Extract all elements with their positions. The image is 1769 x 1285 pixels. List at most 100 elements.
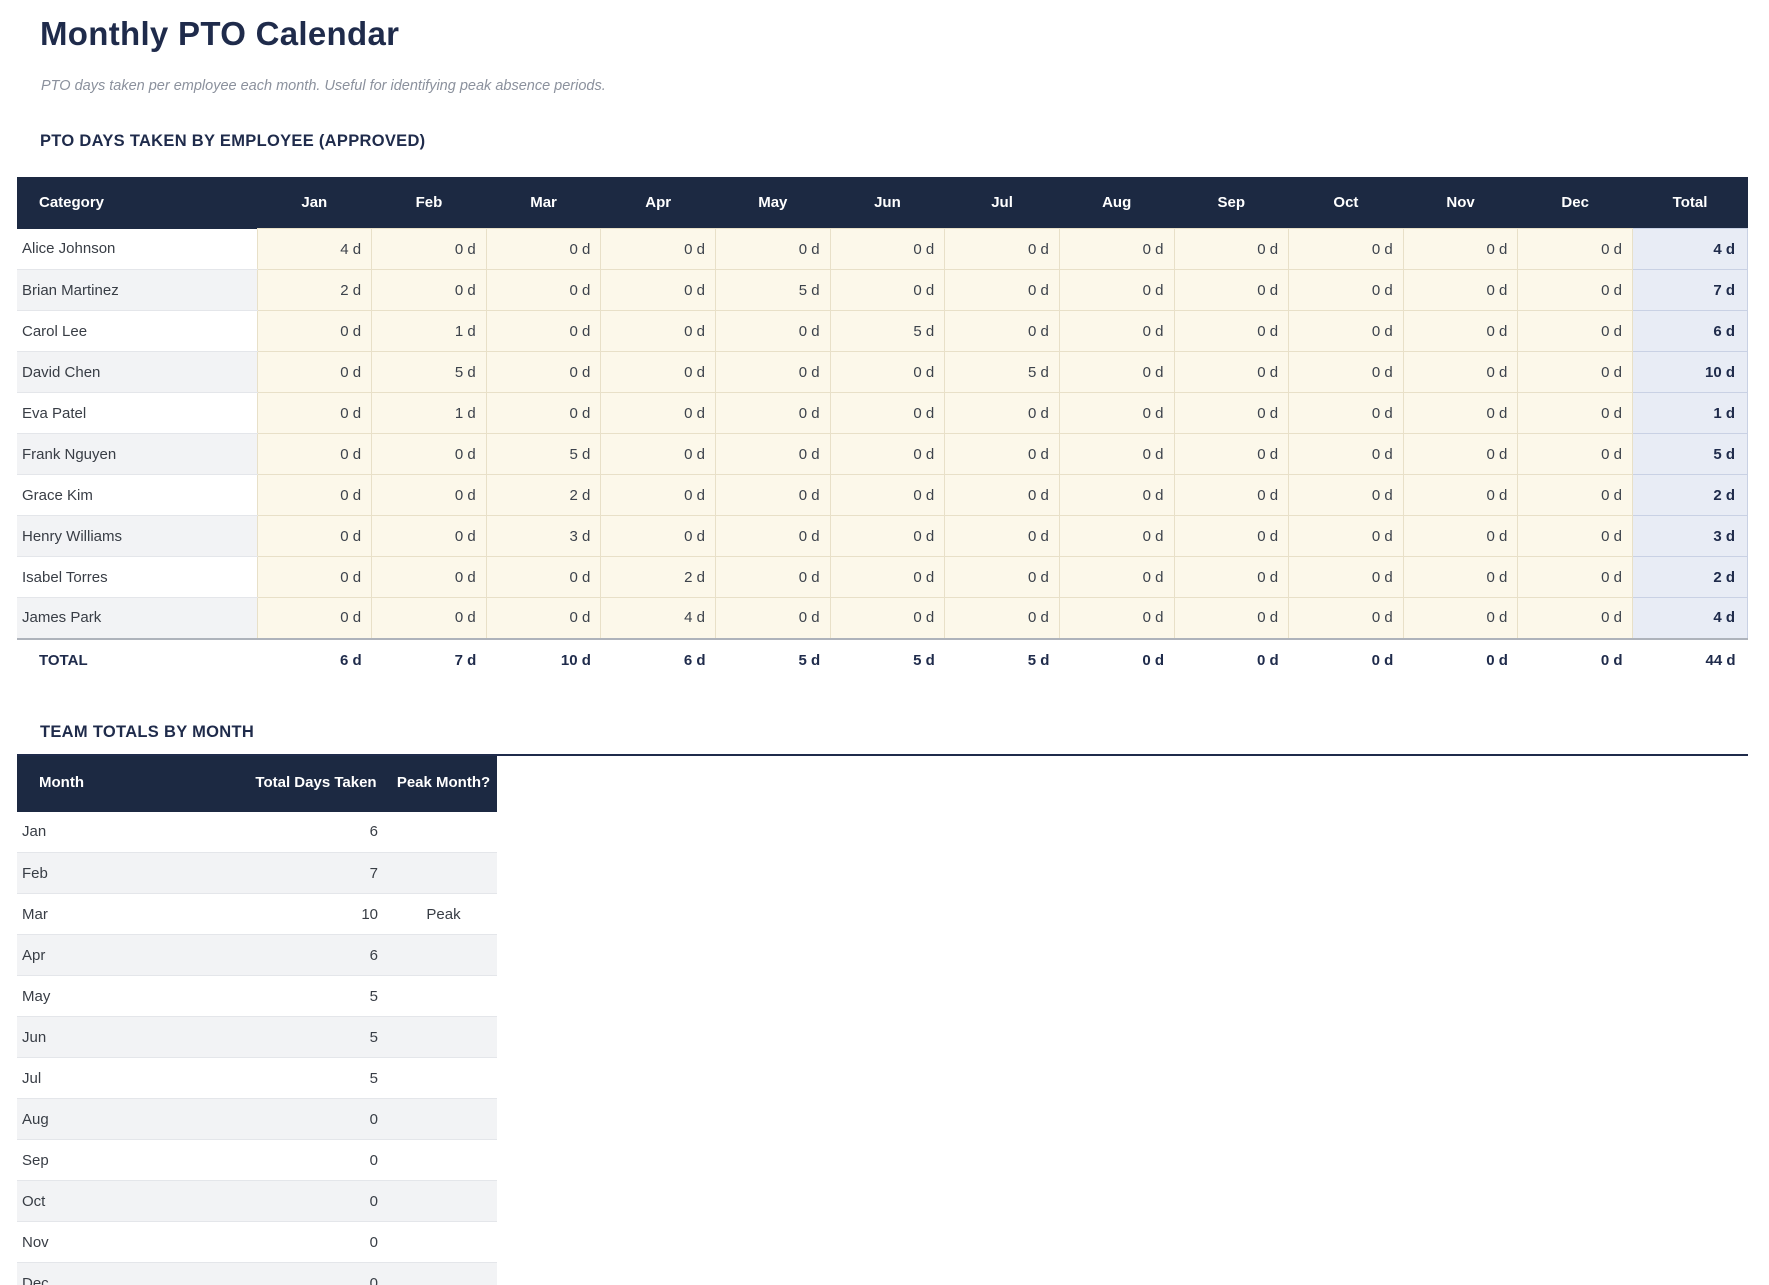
month-cell: Dec (22, 1274, 49, 1285)
pto-value-cell: 0 d (371, 597, 487, 640)
pto-value-cell: 0 d (1288, 556, 1404, 599)
table-row: Mar 10 Peak (17, 894, 497, 935)
table-row: Dec 0 (17, 1262, 497, 1285)
pto-value-cell: 0 d (944, 515, 1060, 558)
employee-name-cell: Henry Williams (17, 515, 257, 558)
pto-value-cell: 0 d (256, 597, 373, 640)
employee-name-cell: Isabel Torres (17, 556, 257, 599)
table-row: Feb 7 (17, 852, 497, 894)
table-row: May 5 (17, 976, 497, 1017)
pto-value-cell: 0 d (1288, 515, 1404, 558)
pto-value-cell: 2 d (485, 474, 602, 517)
pto-value-cell: 0 d (1517, 515, 1633, 558)
pto-value-cell: 0 d (1402, 269, 1519, 312)
pto-value-cell: 0 d (1173, 433, 1290, 476)
pto-value-cell: 0 d (485, 269, 602, 312)
column-header-category: Category (17, 176, 257, 229)
pto-value-cell: 5 d (371, 351, 487, 394)
pto-value-cell: 0 d (1288, 228, 1404, 271)
table-row: Aug 0 (17, 1098, 497, 1140)
pto-value-cell: 0 d (1288, 474, 1404, 517)
pto-value-cell: 0 d (1173, 515, 1290, 558)
pto-value-cell: 0 d (600, 515, 716, 558)
pto-value-cell: 0 d (256, 556, 373, 599)
pto-value-cell: 0 d (1288, 269, 1404, 312)
pto-value-cell: 0 d (371, 556, 487, 599)
pto-value-cell: 0 d (600, 392, 716, 435)
pto-value-cell: 0 d (1402, 351, 1519, 394)
pto-value-cell: 0 d (1058, 474, 1175, 517)
pto-value-cell: 5 d (944, 351, 1060, 394)
team-section-title: TEAM TOTALS BY MONTH (40, 722, 255, 741)
pto-value-cell: 0 d (829, 474, 946, 517)
pto-value-cell: 0 d (944, 597, 1060, 640)
report-page: Monthly PTO Calendar PTO days taken per … (0, 14, 1769, 1285)
pto-value-cell: 0 d (1402, 515, 1519, 558)
row-total-cell: 1 d (1632, 392, 1748, 435)
pto-value-cell: 0 d (944, 474, 1060, 517)
pto-value-cell: 0 d (944, 269, 1060, 312)
pto-value-cell: 0 d (1058, 228, 1175, 271)
pto-value-cell: 0 d (256, 392, 373, 435)
column-header-aug: Aug (1059, 176, 1174, 229)
pto-value-cell: 0 d (256, 433, 373, 476)
grand-total-month-value: 0 d (1288, 637, 1404, 681)
pto-value-cell: 0 d (1173, 269, 1290, 312)
total-days-cell: 0 (369, 1274, 378, 1285)
grand-total-month-value: 6 d (600, 637, 716, 681)
column-header-total: Total (1632, 176, 1748, 229)
total-days-cell: 7 (369, 864, 378, 882)
total-days-cell: 0 (369, 1192, 378, 1210)
month-cell: Sep (22, 1151, 49, 1169)
pto-value-cell: 2 d (600, 556, 716, 599)
grand-total-month-value: 6 d (257, 637, 372, 681)
column-header-nov: Nov (1403, 176, 1518, 229)
pto-value-cell: 4 d (600, 597, 716, 640)
grand-total-month-value: 0 d (1403, 637, 1518, 681)
total-days-cell: 0 (369, 1110, 378, 1128)
peak-month-cell: Peak (426, 905, 461, 923)
month-cell: Aug (22, 1110, 49, 1128)
pto-value-cell: 0 d (944, 310, 1060, 353)
pto-value-cell: 0 d (715, 351, 831, 394)
employee-name-cell: Carol Lee (17, 310, 257, 353)
row-total-cell: 4 d (1632, 597, 1748, 640)
table-row: Oct 0 (17, 1180, 497, 1222)
pto-value-cell: 0 d (715, 310, 831, 353)
pto-value-cell: 2 d (256, 269, 373, 312)
pto-value-cell: 0 d (715, 228, 831, 271)
pto-value-cell: 0 d (600, 269, 716, 312)
peak-month-cell (390, 1181, 497, 1222)
pto-value-cell: 0 d (1058, 269, 1175, 312)
total-days-cell: 10 (361, 905, 378, 923)
pto-value-cell: 0 d (944, 433, 1060, 476)
pto-value-cell: 0 d (1173, 556, 1290, 599)
peak-month-cell (390, 1263, 497, 1285)
grand-total-month-value: 0 d (1517, 637, 1633, 681)
pto-value-cell: 0 d (600, 474, 716, 517)
pto-value-cell: 0 d (256, 515, 373, 558)
month-cell: May (22, 987, 51, 1005)
column-header-may: May (715, 176, 831, 229)
pto-value-cell: 0 d (829, 269, 946, 312)
page-subtitle: PTO days taken per employee each month. … (41, 77, 606, 94)
month-cell: Jul (22, 1069, 42, 1087)
row-total-cell: 4 d (1632, 228, 1748, 271)
employee-name-cell: David Chen (17, 351, 257, 394)
pto-value-cell: 5 d (485, 433, 602, 476)
row-total-cell: 10 d (1632, 351, 1748, 394)
pto-value-cell: 0 d (1517, 433, 1633, 476)
peak-month-cell (390, 1099, 497, 1140)
pto-value-cell: 0 d (485, 351, 602, 394)
employee-name-cell: Eva Patel (17, 392, 257, 435)
pto-value-cell: 0 d (1058, 310, 1175, 353)
peak-month-cell (390, 1058, 497, 1099)
pto-value-cell: 1 d (371, 310, 487, 353)
